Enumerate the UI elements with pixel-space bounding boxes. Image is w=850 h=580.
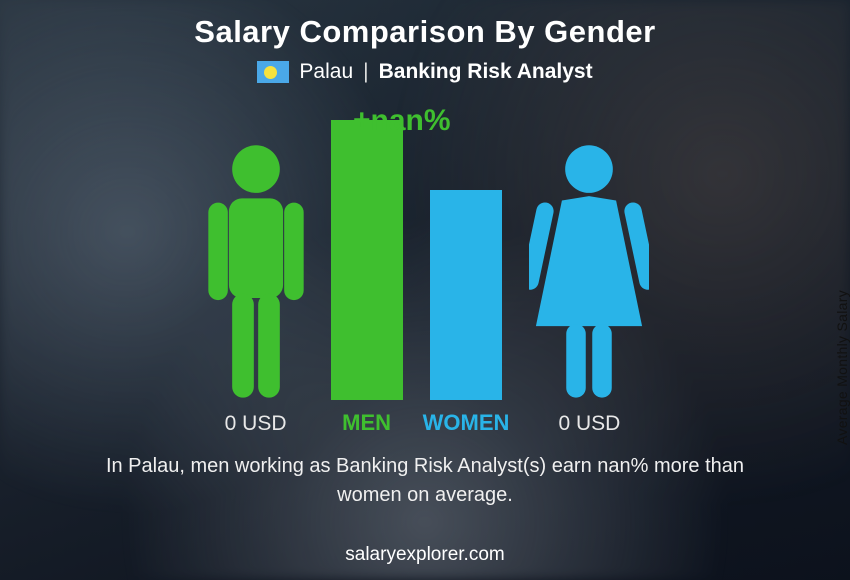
job-title: Banking Risk Analyst (379, 60, 593, 84)
palau-flag-icon (257, 61, 289, 83)
men-icon-col: 0 USD (201, 142, 311, 436)
women-label: WOMEN (423, 410, 510, 436)
subtitle-row: Palau | Banking Risk Analyst (0, 60, 850, 84)
women-bar-col: WOMEN (423, 190, 510, 436)
separator: | (363, 60, 368, 84)
men-label: MEN (342, 410, 391, 436)
y-axis-label: Average Monthly Salary (834, 290, 850, 445)
men-bar-col: MEN (331, 120, 403, 436)
country-name: Palau (299, 60, 353, 84)
main-title: Salary Comparison By Gender (0, 0, 850, 50)
description-text: In Palau, men working as Banking Risk An… (75, 452, 775, 510)
women-icon-col: 0 USD (529, 142, 649, 436)
woman-icon (529, 142, 649, 402)
footer-source: salaryexplorer.com (345, 544, 504, 566)
chart-area: +nan% 0 USD MEN WOMEN (145, 106, 705, 436)
infographic-container: Salary Comparison By Gender Palau | Bank… (0, 0, 850, 580)
delta-label: +nan% (353, 104, 451, 138)
women-bar (430, 190, 502, 400)
men-bar (331, 120, 403, 400)
man-icon (201, 142, 311, 402)
men-value: 0 USD (225, 412, 287, 436)
women-value: 0 USD (558, 412, 620, 436)
